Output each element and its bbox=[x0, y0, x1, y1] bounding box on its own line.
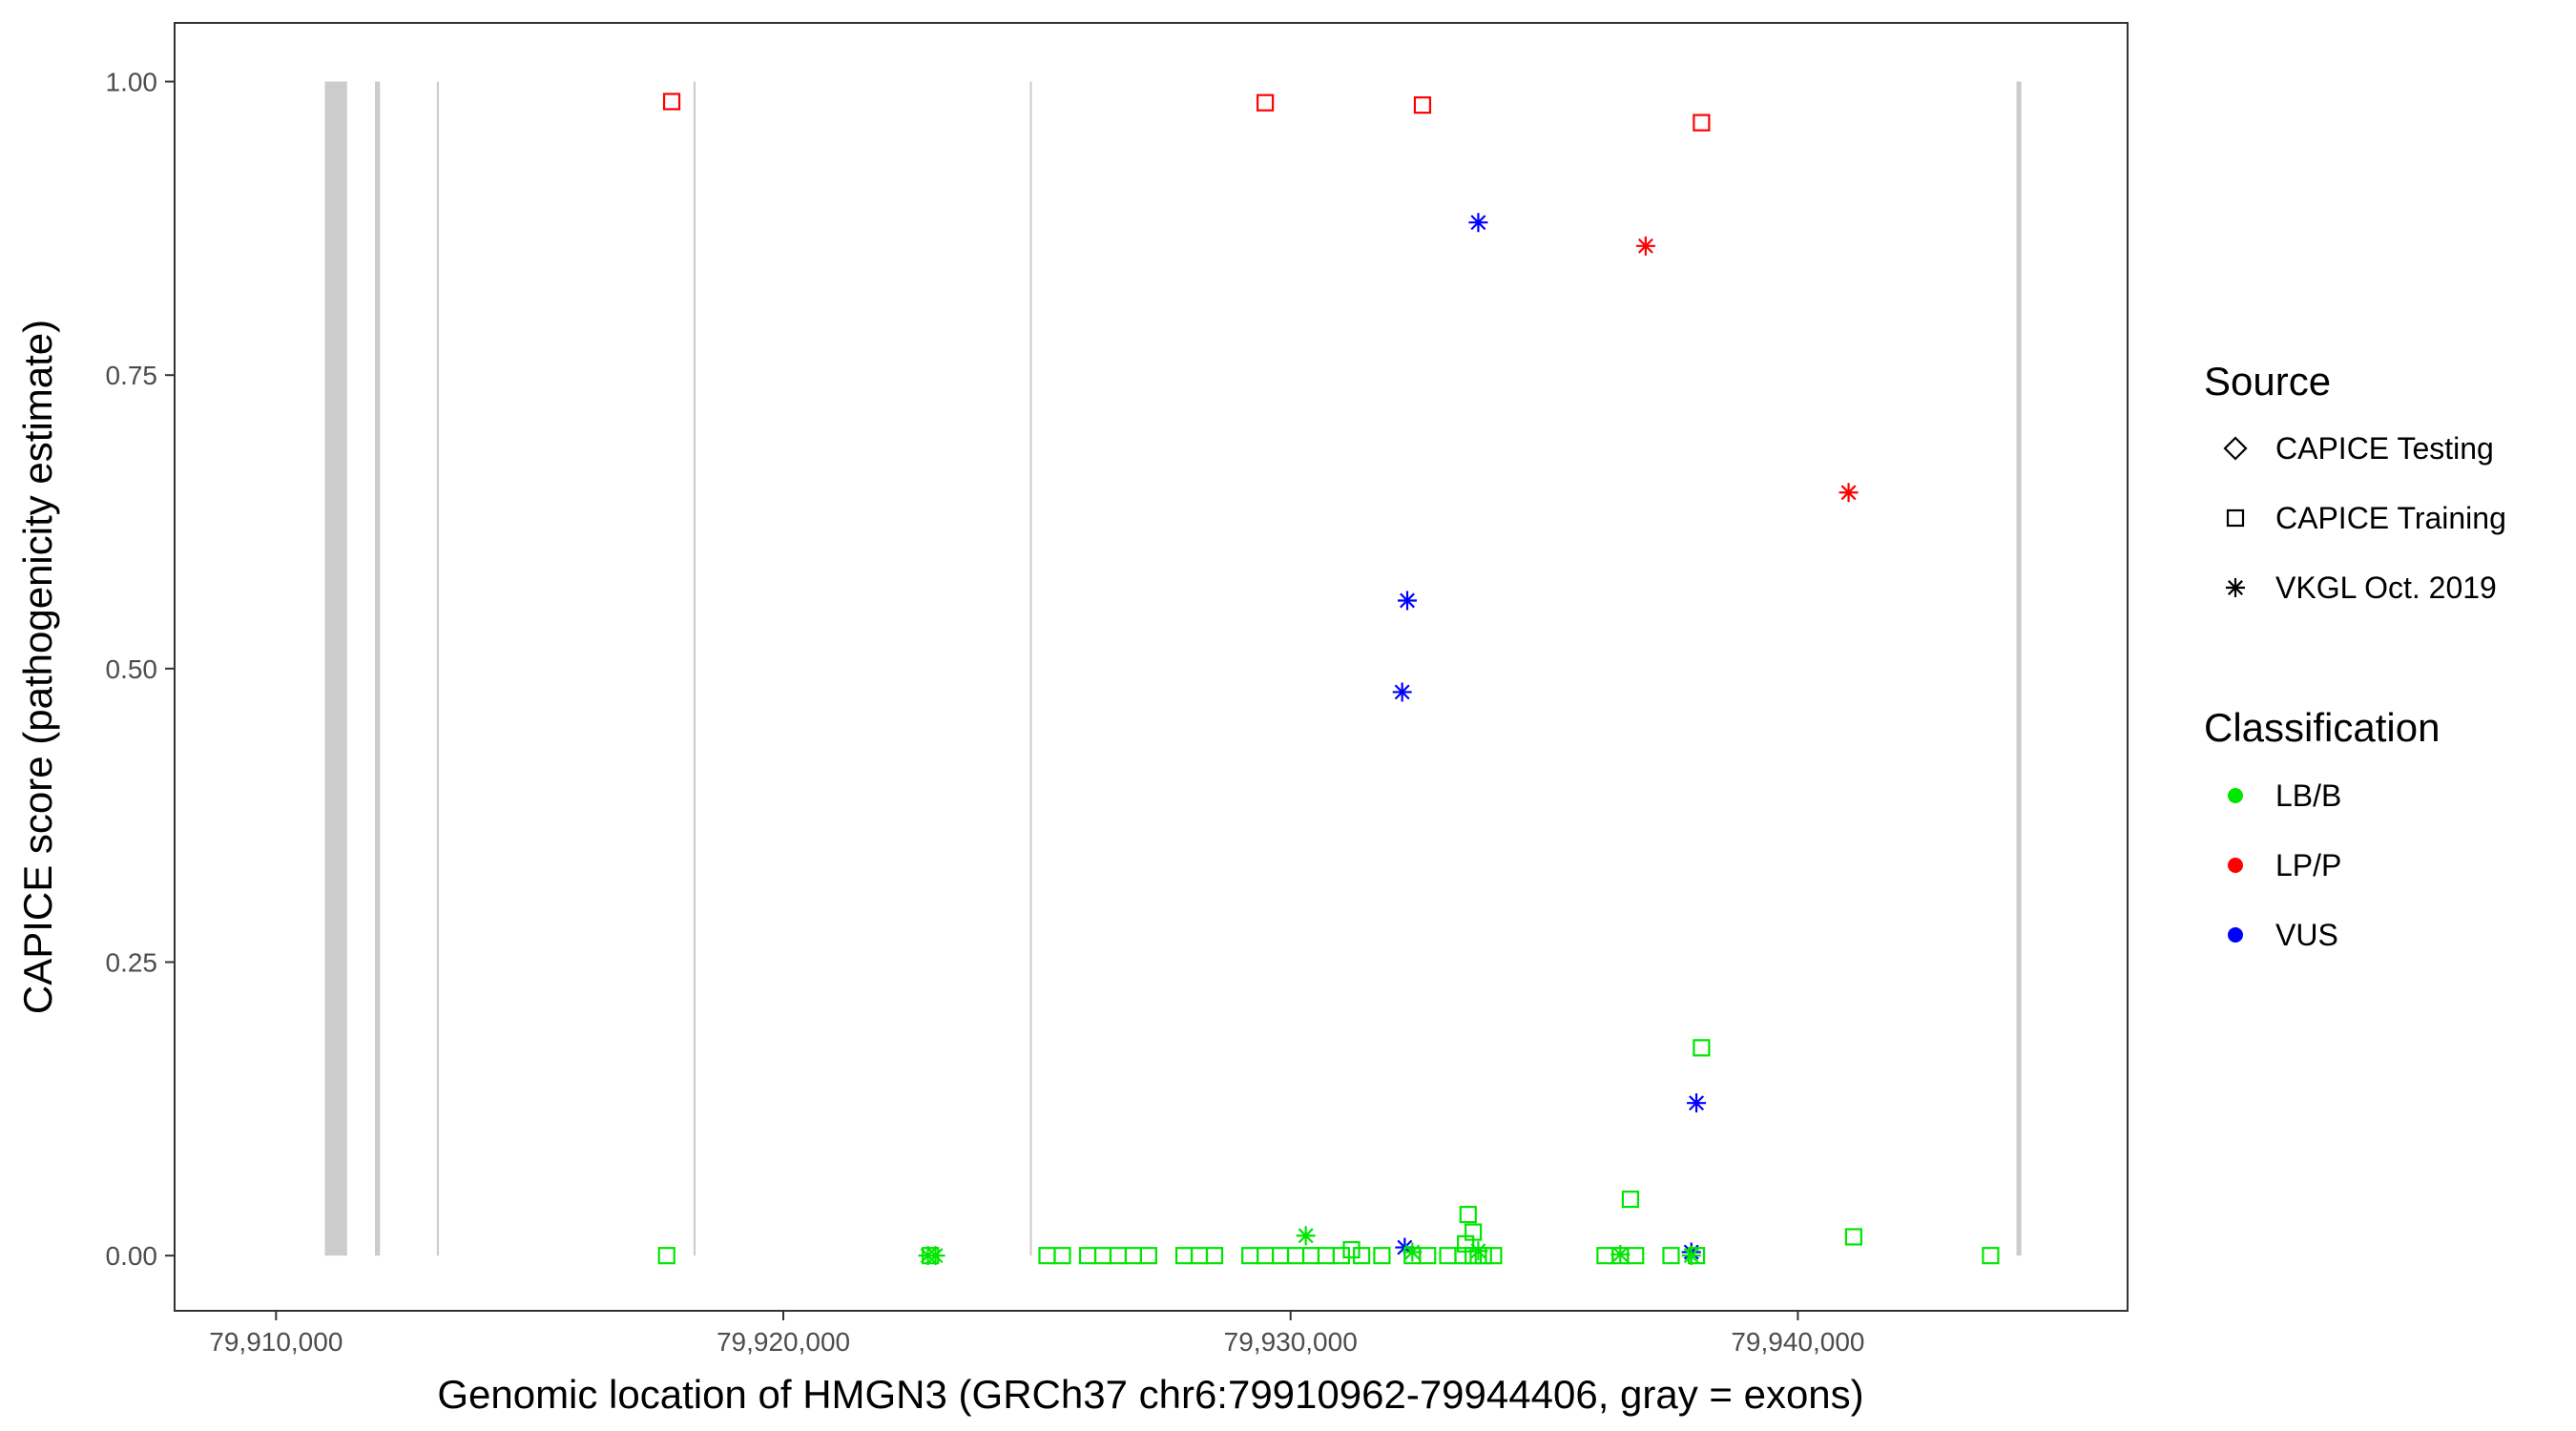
x-tick-label: 79,930,000 bbox=[1224, 1327, 1358, 1357]
panel-background bbox=[175, 23, 2128, 1311]
legend-source-title: Source bbox=[2204, 359, 2331, 404]
legend-classification-label: LP/P bbox=[2275, 848, 2341, 882]
data-point bbox=[1621, 1190, 1640, 1209]
y-tick-label: 1.00 bbox=[106, 68, 158, 97]
data-point bbox=[1459, 1205, 1477, 1224]
legend-classification-key bbox=[2228, 858, 2243, 873]
x-axis: 79,910,000 79,920,000 79,930,000 79,940,000 bbox=[209, 1311, 1864, 1357]
data-point bbox=[1468, 1241, 1488, 1261]
data-point bbox=[1342, 1240, 1361, 1259]
x-tick-label: 79,940,000 bbox=[1731, 1327, 1864, 1357]
legend-source-label: CAPICE Training bbox=[2275, 501, 2506, 535]
x-tick-label: 79,920,000 bbox=[717, 1327, 850, 1357]
legend-source-label: CAPICE Testing bbox=[2275, 431, 2494, 466]
exon-3 bbox=[436, 81, 440, 1256]
data-point bbox=[1610, 1244, 1631, 1264]
data-point bbox=[1635, 236, 1655, 256]
y-tick-label: 0.75 bbox=[106, 361, 158, 390]
data-point bbox=[1053, 1247, 1071, 1265]
data-point bbox=[1687, 1093, 1707, 1113]
panel-border bbox=[174, 22, 2129, 1312]
legend-classification-key bbox=[2228, 927, 2243, 943]
data-point bbox=[1693, 114, 1711, 132]
y-axis-title: CAPICE score (pathogenicity estimate) bbox=[15, 320, 60, 1014]
data-point bbox=[1693, 1039, 1711, 1057]
data-point bbox=[1687, 1247, 1706, 1265]
legend-source-key bbox=[2226, 578, 2245, 597]
x-tick-label: 79,910,000 bbox=[209, 1327, 343, 1357]
exon-1 bbox=[324, 81, 347, 1256]
data-point bbox=[1474, 1247, 1492, 1265]
data-point bbox=[1485, 1247, 1503, 1265]
data-point bbox=[1373, 1247, 1391, 1265]
y-tick-label: 0.00 bbox=[106, 1241, 158, 1271]
data-point bbox=[925, 1246, 945, 1266]
y-tick-label: 0.50 bbox=[106, 654, 158, 684]
exon-2 bbox=[375, 81, 381, 1256]
data-point bbox=[1844, 1228, 1862, 1246]
data-point bbox=[1332, 1247, 1350, 1265]
data-point bbox=[1205, 1247, 1224, 1265]
data-point bbox=[1392, 682, 1412, 702]
data-point bbox=[1139, 1247, 1157, 1265]
legend-source-key bbox=[2223, 436, 2248, 461]
y-axis: 0.00 0.25 0.50 0.75 1.00 bbox=[106, 68, 175, 1271]
legend: Source CAPICE Testing CAPICE Training VKGL … bbox=[2204, 359, 2506, 952]
data-point bbox=[1257, 93, 1275, 112]
exon-4 bbox=[693, 81, 696, 1256]
y-tick-label: 0.25 bbox=[106, 948, 158, 978]
data-point bbox=[1398, 591, 1417, 611]
data-point bbox=[1419, 1247, 1437, 1265]
data-point bbox=[1681, 1246, 1701, 1266]
legend-source-label: VKGL Oct. 2019 bbox=[2275, 570, 2497, 605]
data-point bbox=[662, 93, 681, 111]
exon-6 bbox=[2016, 81, 2022, 1256]
point-layer bbox=[657, 93, 2000, 1266]
data-point bbox=[1465, 1247, 1483, 1265]
data-point bbox=[1627, 1247, 1645, 1265]
data-point bbox=[1982, 1247, 2000, 1265]
legend-classification-key bbox=[2228, 788, 2243, 803]
legend-classification-label: VUS bbox=[2275, 918, 2338, 952]
data-point bbox=[1454, 1247, 1472, 1265]
data-point bbox=[922, 1247, 940, 1265]
data-point bbox=[1662, 1247, 1680, 1265]
exon-5 bbox=[1029, 81, 1032, 1256]
legend-source-key bbox=[2226, 508, 2245, 528]
data-point bbox=[657, 1247, 675, 1265]
x-axis-title: Genomic location of HMGN3 (GRCh37 chr6:7… bbox=[437, 1372, 1863, 1417]
data-point bbox=[1353, 1247, 1371, 1265]
data-point bbox=[1468, 213, 1488, 233]
data-point bbox=[1402, 1242, 1423, 1262]
data-point bbox=[1839, 483, 1859, 503]
legend-classification-label: LB/B bbox=[2275, 778, 2341, 813]
legend-classification-title: Classification bbox=[2204, 705, 2440, 750]
data-point bbox=[1413, 96, 1432, 114]
data-point bbox=[1296, 1226, 1316, 1246]
exon-layer bbox=[324, 81, 2022, 1256]
